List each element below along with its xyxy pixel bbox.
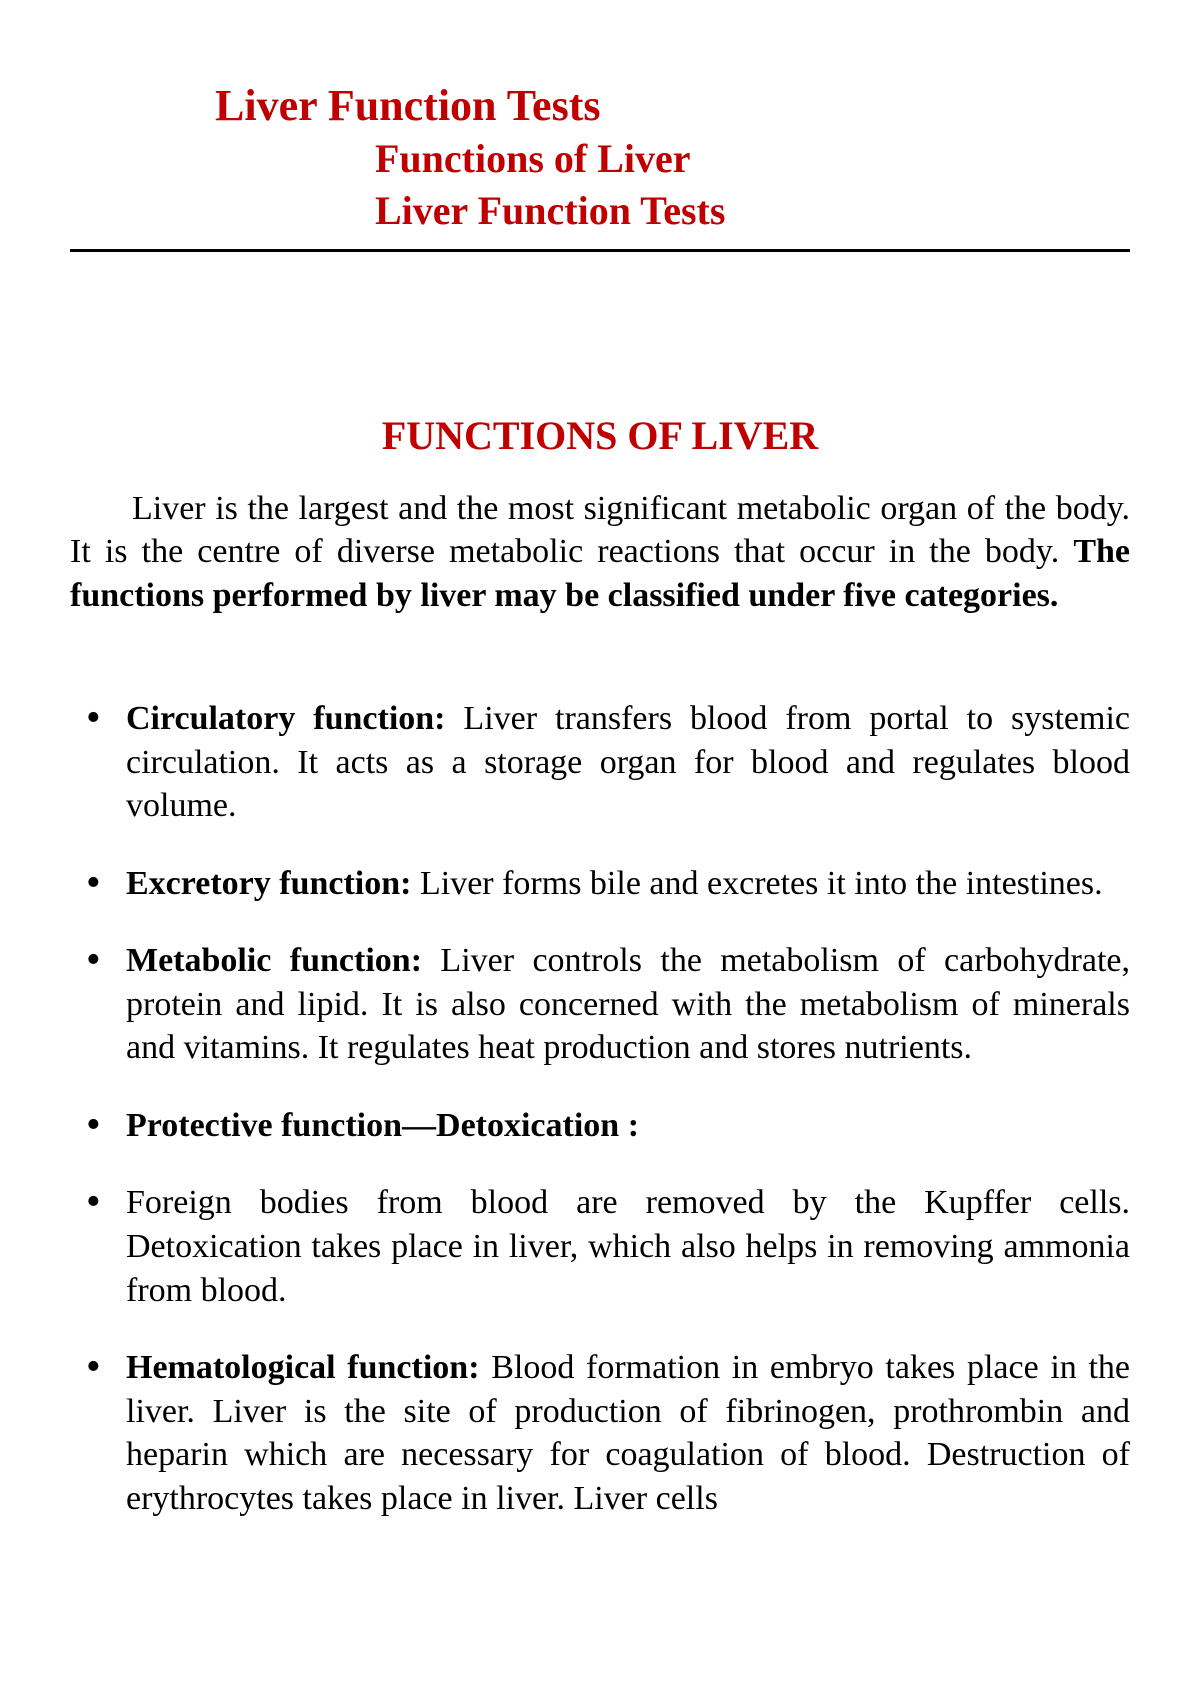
page-title: Liver Function Tests [215, 80, 1130, 133]
section-heading: FUNCTIONS OF LIVER [70, 412, 1130, 459]
list-item: Circulatory function: Liver transfers bl… [80, 697, 1130, 828]
list-item: Excretory function: Liver forms bile and… [80, 862, 1130, 906]
function-body: Liver forms bile and excretes it into th… [411, 865, 1102, 902]
functions-list: Circulatory function: Liver transfers bl… [80, 697, 1130, 1520]
function-title: Protective function—Detoxication : [126, 1107, 639, 1144]
page-subtitle-2: Liver Function Tests [375, 185, 1130, 237]
intro-lead: Liver is the largest and the most signif… [70, 490, 1130, 571]
list-item: Protective function—Detoxication : [80, 1104, 1130, 1148]
function-title: Circulatory function: [126, 700, 446, 737]
function-title: Hematological function: [126, 1349, 480, 1386]
function-title: Excretory function: [126, 865, 411, 902]
page: Liver Function Tests Functions of Liver … [0, 0, 1200, 1698]
list-item: Hematological function: Blood formation … [80, 1346, 1130, 1520]
intro-paragraph: Liver is the largest and the most signif… [70, 487, 1130, 618]
function-title: Metabolic function: [126, 942, 422, 979]
page-subtitle-1: Functions of Liver [375, 133, 1130, 185]
header-block: Liver Function Tests Functions of Liver … [70, 80, 1130, 237]
list-item: Foreign bodies from blood are removed by… [80, 1181, 1130, 1312]
list-item: Metabolic function: Liver controls the m… [80, 939, 1130, 1070]
horizontal-rule [70, 249, 1130, 252]
function-body: Foreign bodies from blood are removed by… [126, 1184, 1130, 1308]
